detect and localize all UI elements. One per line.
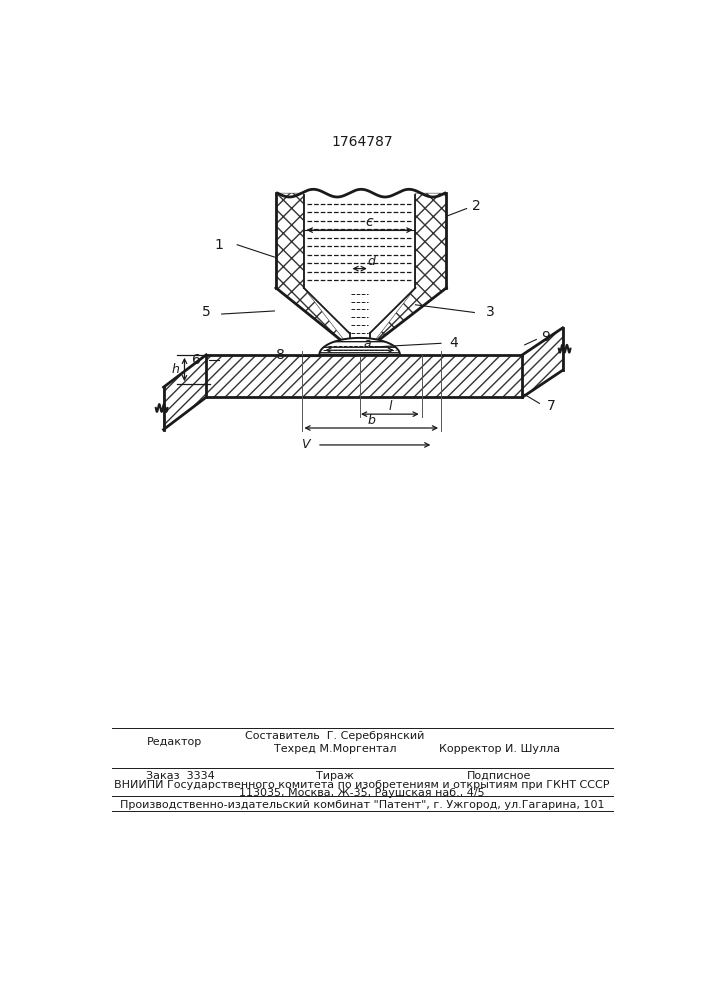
Text: 5: 5 [201,306,211,320]
Text: Заказ  3334: Заказ 3334 [146,771,215,781]
Text: V: V [301,438,310,451]
Text: Производственно-издательский комбинат "Патент", г. Ужгород, ул.Гагарина, 101: Производственно-издательский комбинат "П… [119,800,604,810]
Text: 113035, Москва, Ж-35, Раушская наб., 4/5: 113035, Москва, Ж-35, Раушская наб., 4/5 [239,788,485,798]
Text: 1: 1 [214,238,223,252]
Text: a: a [363,337,371,350]
Text: c: c [365,215,373,229]
Text: 7: 7 [547,399,556,413]
Polygon shape [163,355,206,430]
Text: h: h [171,363,179,376]
Text: Техред М.Моргентал: Техред М.Моргентал [274,744,396,754]
Text: 3: 3 [486,306,494,320]
Text: Редактор: Редактор [146,737,201,747]
Text: Тираж: Тираж [316,771,354,781]
Text: l: l [389,400,392,413]
Text: Корректор И. Шулла: Корректор И. Шулла [438,744,560,754]
Text: 8: 8 [276,348,285,362]
Text: 9: 9 [541,330,550,344]
Text: Подписное: Подписное [467,771,532,781]
Text: 6: 6 [192,353,201,367]
Polygon shape [320,338,400,355]
Polygon shape [206,355,522,397]
Polygon shape [522,328,563,397]
Text: b: b [368,414,375,427]
Text: 4: 4 [450,336,459,350]
Text: 2: 2 [472,199,480,213]
Polygon shape [370,193,446,347]
Text: Составитель  Г. Серебрянский: Составитель Г. Серебрянский [245,731,424,741]
Polygon shape [276,193,349,347]
Text: 1764787: 1764787 [332,135,394,149]
Text: d: d [368,255,375,268]
Text: ВНИИПИ Государственного комитета по изобретениям и открытиям при ГКНТ СССР: ВНИИПИ Государственного комитета по изоб… [115,780,609,790]
